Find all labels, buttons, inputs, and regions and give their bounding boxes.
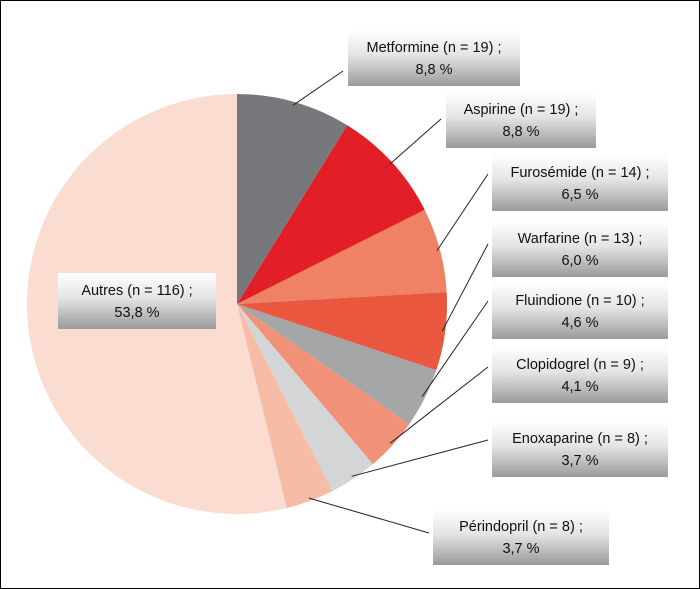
slice-value: 3,7 % bbox=[502, 541, 539, 557]
leader-line-warfarine bbox=[441, 243, 489, 332]
callout-furosemide: Furosémide (n = 14) ; 6,5 % bbox=[492, 155, 668, 211]
leader-line-perindopril bbox=[308, 497, 430, 534]
callout-box bbox=[58, 273, 216, 329]
callout-perindopril: Périndopril (n = 8) ; 3,7 % bbox=[433, 509, 609, 565]
callout-enoxaparine: Enoxaparine (n = 8) ; 3,7 % bbox=[492, 421, 668, 477]
slice-label: Warfarine (n = 13) ; bbox=[518, 231, 643, 247]
pie-slice-clopidogrel bbox=[237, 304, 410, 465]
callout-box bbox=[492, 155, 668, 211]
slice-label: Aspirine (n = 19) ; bbox=[464, 102, 579, 118]
slice-value: 8,8 % bbox=[502, 124, 539, 140]
callout-autres: Autres (n = 116) ; 53,8 % bbox=[58, 273, 216, 329]
slice-label: Clopidogrel (n = 9) ; bbox=[516, 357, 644, 373]
pie-slice-furosemide bbox=[237, 209, 447, 304]
slice-label: Enoxaparine (n = 8) ; bbox=[512, 431, 648, 447]
callout-box bbox=[492, 421, 668, 477]
pie-slice-aspirine bbox=[237, 125, 425, 304]
pie-slice-perindopril bbox=[237, 304, 333, 509]
slice-value: 6,0 % bbox=[561, 253, 598, 269]
leader-line-furosemide bbox=[436, 173, 489, 251]
slice-value: 4,6 % bbox=[561, 315, 598, 331]
leader-line-enoxaparine bbox=[351, 439, 489, 477]
callout-box bbox=[492, 347, 668, 403]
leader-line-metformine bbox=[293, 70, 344, 106]
callout-box bbox=[492, 283, 668, 339]
callout-clopidogrel: Clopidogrel (n = 9) ; 4,1 % bbox=[492, 347, 668, 403]
slice-label: Autres (n = 116) ; bbox=[81, 283, 192, 299]
slice-label: Furosémide (n = 14) ; bbox=[510, 165, 649, 181]
callout-box bbox=[446, 92, 596, 148]
callout-warfarine: Warfarine (n = 13) ; 6,0 % bbox=[492, 221, 668, 277]
slice-value: 3,7 % bbox=[561, 453, 598, 469]
slice-value: 4,1 % bbox=[561, 379, 598, 395]
callout-box bbox=[492, 221, 668, 277]
slice-value: 6,5 % bbox=[561, 187, 598, 203]
leader-line-fluindione bbox=[421, 300, 489, 398]
callout-aspirine: Aspirine (n = 19) ; 8,8 % bbox=[446, 92, 596, 148]
callout-box bbox=[348, 30, 520, 86]
pie-slice-fluindione bbox=[237, 304, 437, 425]
callout-metformine: Metformine (n = 19) ; 8,8 % bbox=[348, 30, 520, 86]
pie-slice-metformine bbox=[237, 94, 348, 304]
slice-label: Metformine (n = 19) ; bbox=[367, 40, 502, 56]
leader-line-clopidogrel bbox=[389, 366, 489, 444]
leader-line-aspirine bbox=[389, 118, 442, 165]
slice-label: Périndopril (n = 8) ; bbox=[459, 519, 583, 535]
callout-fluindione: Fluindione (n = 10) ; 4,6 % bbox=[492, 283, 668, 339]
callout-box bbox=[433, 509, 609, 565]
pie-slice-enoxaparine bbox=[237, 304, 373, 492]
slice-label: Fluindione (n = 10) ; bbox=[515, 293, 644, 309]
pie-slice-warfarine bbox=[237, 292, 447, 371]
slice-value: 8,8 % bbox=[415, 62, 452, 78]
slice-value: 53,8 % bbox=[114, 305, 159, 321]
